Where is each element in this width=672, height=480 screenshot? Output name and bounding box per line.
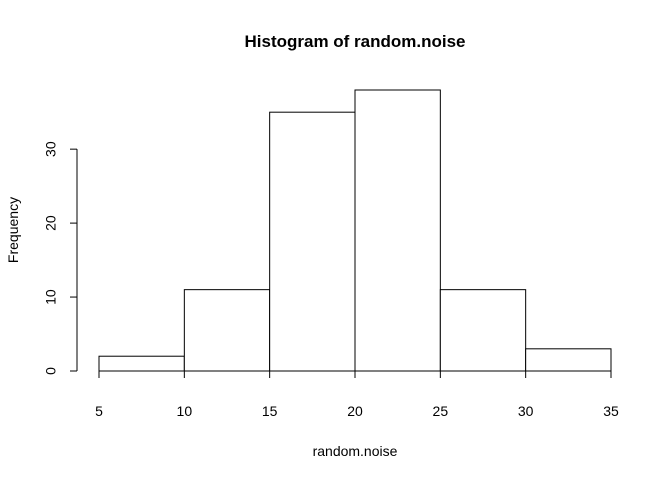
x-tick-label-5: 5 xyxy=(95,403,103,419)
chart-title: Histogram of random.noise xyxy=(244,32,465,51)
histogram-bar-1 xyxy=(183,289,271,372)
y-tick-label-0: 0 xyxy=(43,367,59,375)
x-axis: 5 10 15 20 25 30 35 xyxy=(95,370,619,419)
x-tick-label-25: 25 xyxy=(433,403,449,419)
bars-group xyxy=(98,89,612,372)
y-tick-label-30: 30 xyxy=(43,141,59,157)
histogram-bar-4 xyxy=(439,289,527,372)
x-tick-label-30: 30 xyxy=(518,403,534,419)
x-tick-label-35: 35 xyxy=(603,403,619,419)
x-axis-label: random.noise xyxy=(313,443,398,459)
histogram-bar-2 xyxy=(269,111,356,372)
y-axis-label: Frequency xyxy=(5,197,21,263)
x-tick-label-20: 20 xyxy=(347,403,363,419)
y-tick-label-10: 10 xyxy=(43,289,59,305)
x-tick-label-15: 15 xyxy=(262,403,278,419)
x-tick-label-10: 10 xyxy=(177,403,193,419)
histogram-bar-0 xyxy=(98,355,185,372)
y-tick-label-20: 20 xyxy=(43,215,59,231)
y-axis: 0 10 20 30 xyxy=(43,141,78,375)
histogram-bar-3 xyxy=(354,89,441,372)
histogram-bar-5 xyxy=(525,348,612,372)
